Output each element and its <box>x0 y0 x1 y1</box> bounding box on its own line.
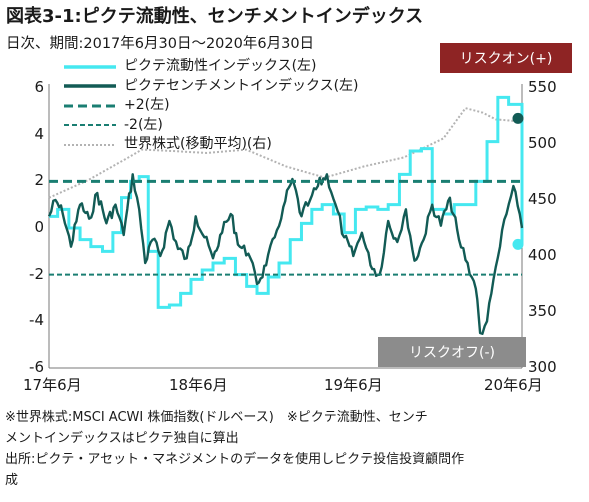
legend-label-lower-threshold: -2(左) <box>124 116 163 133</box>
legend-label-sentiment: ピクテセンチメントインデックス(左) <box>124 77 359 94</box>
x-tick-label: 18年6月 <box>169 376 228 394</box>
y-left-tick-label: -4 <box>29 311 44 330</box>
footnote-line-2: メントインデックスはピクテ独自に算出 <box>5 431 239 446</box>
legend-swatch-world-equity <box>64 139 116 151</box>
chart-subtitle: 日次、期間:2017年6月30日～2020年6月30日 <box>6 36 315 52</box>
legend-item-sentiment: ピクテセンチメントインデックス(左) <box>64 77 359 97</box>
y-left-tick-label: 6 <box>34 78 44 96</box>
y-right-tick-label: 450 <box>528 190 557 208</box>
x-tick-label: 17年6月 <box>23 376 82 394</box>
legend-item-upper-threshold: +2(左) <box>64 96 359 116</box>
y-right-tick-label: 300 <box>528 358 557 376</box>
y-right-tick-label: 550 <box>528 78 557 96</box>
legend-swatch-upper-threshold <box>64 100 116 112</box>
sentiment-series <box>47 173 524 335</box>
x-tick-label: 20年6月 <box>484 376 543 394</box>
y-left-tick-label: 2 <box>34 171 44 190</box>
y-left-tick-label: 4 <box>34 124 44 143</box>
chart-title: 図表3-1:ピクテ流動性、センチメントインデックス <box>6 6 424 27</box>
y-left-tick-label: 0 <box>34 218 44 236</box>
footnote-line-3: 出所:ピクテ・アセット・マネジメントのデータを使用しピクテ投信投資顧問作 <box>5 452 465 467</box>
risk-off-badge: リスクオフ(-) <box>378 337 526 367</box>
legend-swatch-sentiment <box>64 80 116 92</box>
footnote-line-4: 成 <box>5 473 19 488</box>
footnote: ※世界株式:MSCI ACWI 株価指数(ドルベース) ※ピクテ流動性、センチメ… <box>5 407 585 491</box>
y-right-tick-label: 350 <box>528 302 557 320</box>
legend-label-upper-threshold: +2(左) <box>124 97 170 113</box>
risk-on-badge: リスクオン(+) <box>440 43 572 73</box>
liquidity-line <box>49 95 524 309</box>
liquidity-series <box>49 95 524 309</box>
end-markers <box>512 112 524 250</box>
y-left-tick-label: -2 <box>29 264 44 283</box>
liquidity-end-marker <box>512 238 524 250</box>
legend-item-world-equity: 世界株式(移動平均)(右) <box>64 135 359 155</box>
legend-swatch-lower-threshold <box>64 119 116 131</box>
legend-label-world-equity: 世界株式(移動平均)(右) <box>124 136 272 152</box>
sentiment-end-marker <box>512 112 524 124</box>
threshold-lines <box>49 179 522 276</box>
legend-item-liquidity: ピクテ流動性インデックス(左) <box>64 57 359 77</box>
legend-swatch-liquidity <box>64 61 116 73</box>
legend-item-lower-threshold: -2(左) <box>64 116 359 136</box>
legend-label-liquidity: ピクテ流動性インデックス(左) <box>124 58 317 74</box>
chart-legend: ピクテ流動性インデックス(左) ピクテセンチメントインデックス(左) +2(左)… <box>64 57 359 155</box>
sentiment-line <box>47 173 524 335</box>
y-right-tick-label: 500 <box>528 134 557 152</box>
x-tick-label: 19年6月 <box>324 376 383 394</box>
y-left-tick-label: -6 <box>29 358 44 376</box>
y-right-tick-label: 400 <box>528 246 557 264</box>
world-equity-line <box>48 107 523 199</box>
footnote-line-1: ※世界株式:MSCI ACWI 株価指数(ドルベース) ※ピクテ流動性、センチ <box>5 410 428 425</box>
world-equity-series <box>48 107 523 199</box>
